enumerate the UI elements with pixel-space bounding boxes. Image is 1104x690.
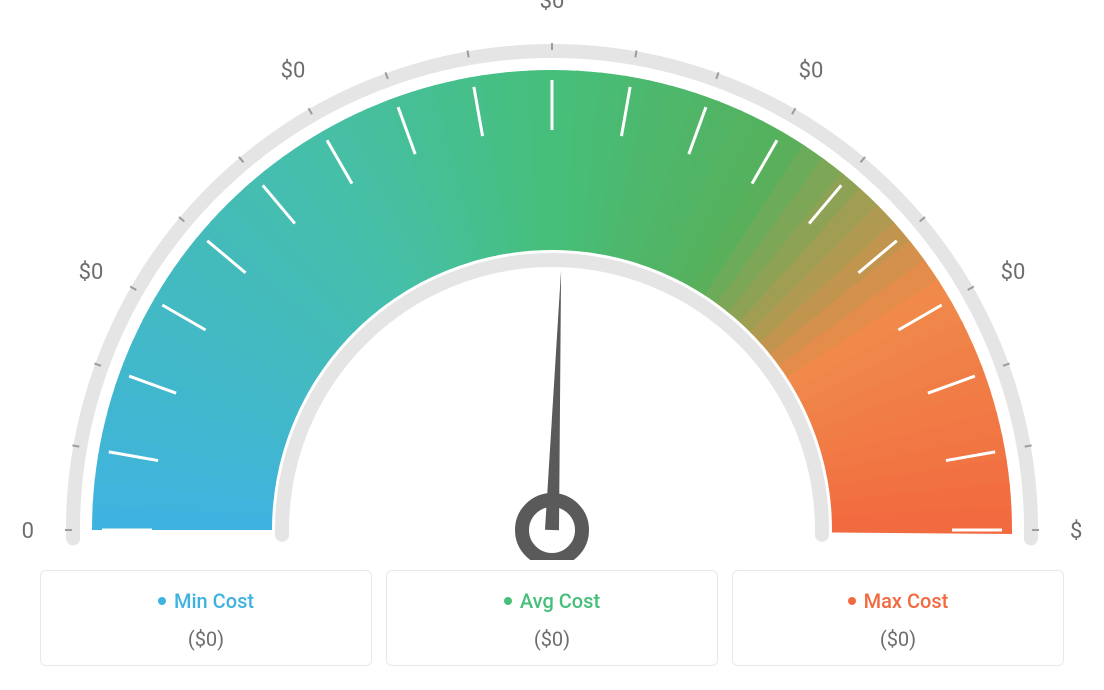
gauge-chart-container: $0 $0 $0 $0 $0 $0 $0 Min Cost ($0) Avg Cost ($… bbox=[0, 0, 1104, 690]
legend-dot-min bbox=[158, 597, 166, 605]
legend-row: Min Cost ($0) Avg Cost ($0) Max Cost ($0… bbox=[40, 570, 1064, 666]
legend-label-max: Max Cost bbox=[864, 589, 949, 613]
gauge-wrap: $0 $0 $0 $0 $0 $0 $0 bbox=[22, 0, 1082, 560]
svg-text:$0: $0 bbox=[799, 58, 824, 83]
legend-card-avg: Avg Cost ($0) bbox=[386, 570, 718, 666]
legend-label-avg: Avg Cost bbox=[520, 589, 600, 613]
legend-title-max: Max Cost bbox=[848, 589, 949, 613]
legend-title-avg: Avg Cost bbox=[504, 589, 600, 613]
legend-value-min: ($0) bbox=[51, 627, 361, 651]
gauge-svg: $0 $0 $0 $0 $0 $0 $0 bbox=[22, 0, 1082, 560]
svg-text:$0: $0 bbox=[1001, 260, 1026, 285]
legend-title-min: Min Cost bbox=[158, 589, 254, 613]
svg-text:$0: $0 bbox=[79, 260, 104, 285]
svg-text:$0: $0 bbox=[22, 519, 34, 544]
legend-card-max: Max Cost ($0) bbox=[732, 570, 1064, 666]
legend-card-min: Min Cost ($0) bbox=[40, 570, 372, 666]
svg-text:$0: $0 bbox=[1070, 519, 1082, 544]
svg-text:$0: $0 bbox=[281, 58, 306, 83]
legend-label-min: Min Cost bbox=[174, 589, 254, 613]
legend-dot-avg bbox=[504, 597, 512, 605]
legend-value-avg: ($0) bbox=[397, 627, 707, 651]
svg-text:$0: $0 bbox=[540, 0, 565, 14]
legend-dot-max bbox=[848, 597, 856, 605]
legend-value-max: ($0) bbox=[743, 627, 1053, 651]
